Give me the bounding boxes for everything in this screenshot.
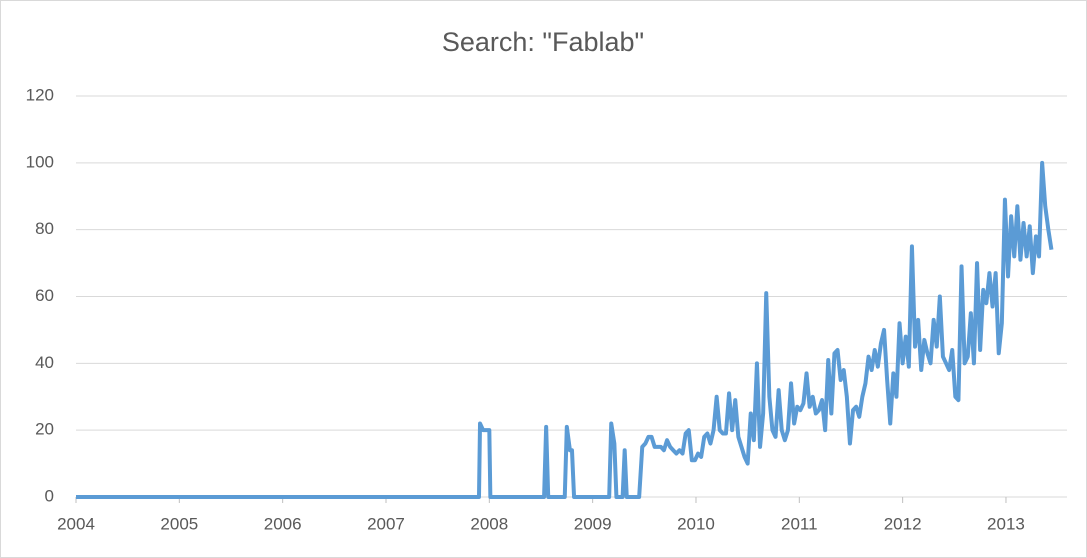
y-tick-label: 100: [26, 152, 54, 171]
y-tick-label: 40: [35, 353, 54, 372]
x-tick-label: 2008: [470, 514, 508, 533]
chart-title: Search: "Fablab": [442, 27, 644, 57]
y-tick-label: 20: [35, 420, 54, 439]
line-series: [76, 160, 1054, 499]
y-tick-label: 0: [45, 486, 54, 505]
x-tick-label: 2011: [781, 514, 818, 533]
x-tick-label: 2013: [987, 514, 1025, 533]
x-tick-label: 2005: [160, 514, 198, 533]
x-tick-label: 2009: [574, 514, 612, 533]
x-tick-label: 2010: [677, 514, 715, 533]
y-tick-label: 120: [26, 85, 54, 104]
x-tick-label: 2004: [57, 514, 95, 533]
y-tick-label: 60: [35, 286, 54, 305]
x-tick-label: 2006: [264, 514, 302, 533]
x-tick-label: 2007: [367, 514, 405, 533]
x-tick-label: 2012: [884, 514, 922, 533]
y-tick-label: 80: [35, 219, 54, 238]
